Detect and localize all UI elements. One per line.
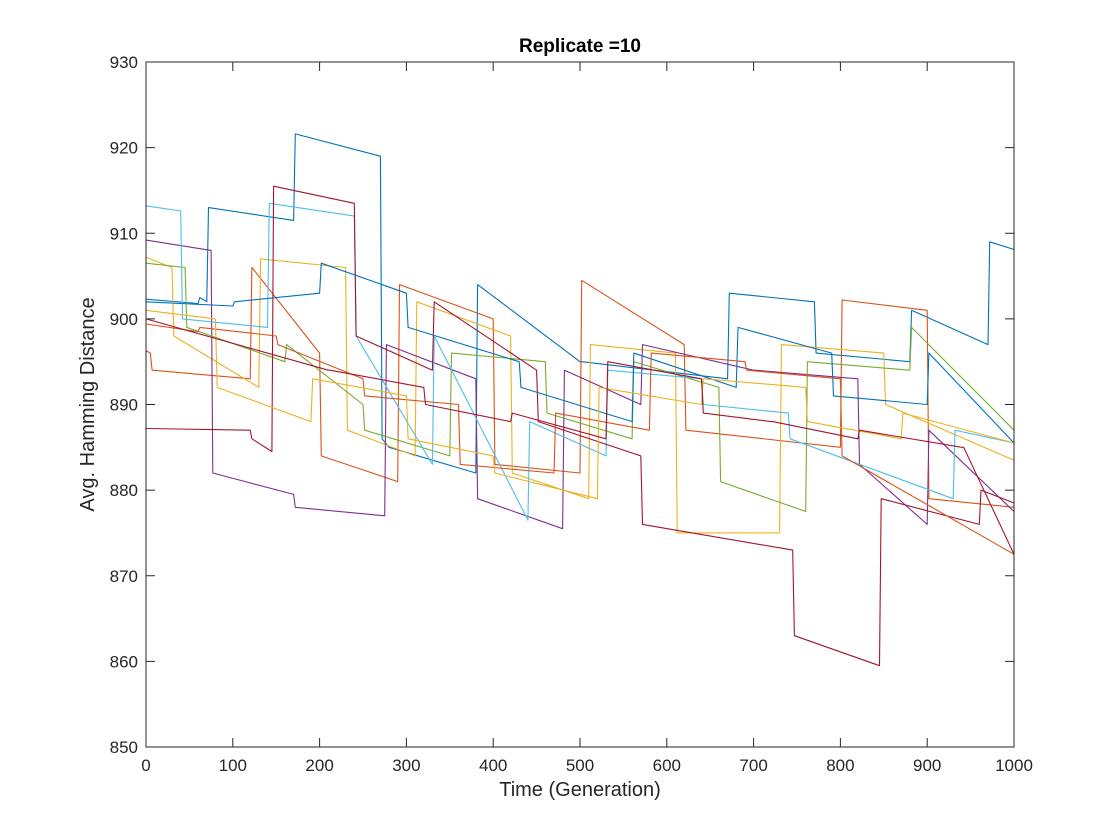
x-tick-label-900: 900: [913, 756, 941, 775]
x-tick-label-400: 400: [479, 756, 507, 775]
y-tick-label-890: 890: [110, 396, 138, 415]
series-line-5: [145, 262, 1015, 513]
ticks-layer: 0 100 200 300 400 500 600 700 800 900 1000 850 860 87…: [110, 53, 1033, 775]
y-tick-label-870: 870: [110, 567, 138, 586]
x-tick-label-500: 500: [566, 756, 594, 775]
x-tick-label-300: 300: [392, 756, 420, 775]
series-line-3: [145, 256, 1015, 534]
x-tick-label-100: 100: [219, 756, 247, 775]
series-layer: [145, 133, 1015, 667]
series-line-2: [145, 266, 1015, 508]
x-tick-label-200: 200: [305, 756, 333, 775]
x-tick-label-800: 800: [826, 756, 854, 775]
y-tick-label-860: 860: [110, 652, 138, 671]
chart-title: Replicate =10: [519, 36, 641, 57]
x-axis-label: Time (Generation): [499, 779, 661, 801]
y-tick-label-930: 930: [110, 53, 138, 72]
y-axis-label: Avg. Hamming Distance: [77, 297, 99, 511]
y-tick-label-900: 900: [110, 310, 138, 329]
axes-frame: [145, 61, 1015, 748]
series-line-8: [145, 262, 1015, 444]
y-tick-label-910: 910: [110, 224, 138, 243]
x-tick-label-0: 0: [141, 756, 150, 775]
x-tick-label-700: 700: [739, 756, 767, 775]
series-line-4: [145, 239, 1015, 530]
series-line-10: [145, 309, 1015, 500]
series-line-9: [145, 323, 1015, 555]
x-tick-label-600: 600: [653, 756, 681, 775]
y-tick-label-920: 920: [110, 139, 138, 158]
series-line-11: [145, 318, 1015, 555]
y-tick-label-850: 850: [110, 738, 138, 757]
x-tick-label-1000: 1000: [995, 756, 1033, 775]
y-tick-label-880: 880: [110, 481, 138, 500]
